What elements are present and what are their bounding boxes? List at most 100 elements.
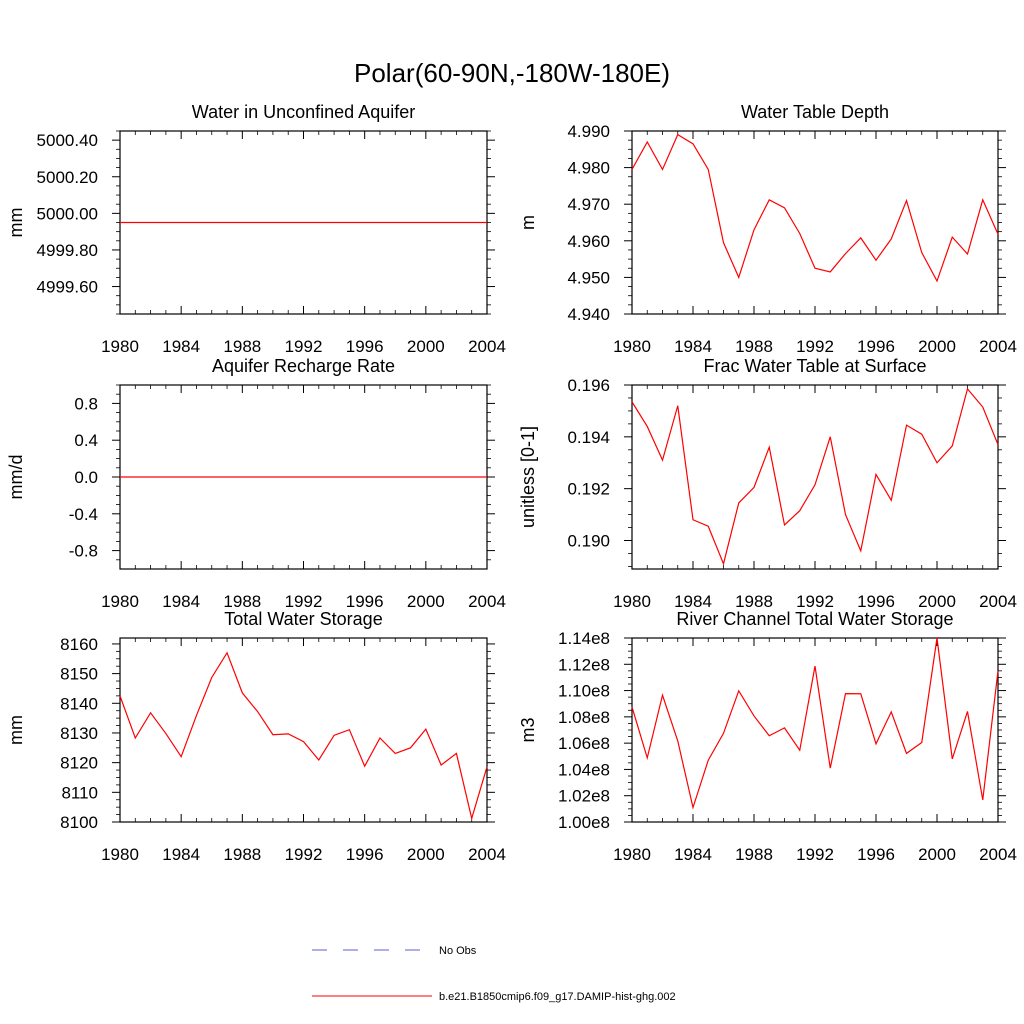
chart-panel-2: Water Table Depth m 1980 1984 1988 1992 1996 20… — [518, 102, 1017, 356]
panel-title: Water Table Depth — [741, 102, 889, 122]
y-tick-label: 4999.60 — [37, 278, 98, 297]
x-tick-label: 1984 — [674, 845, 712, 864]
x-tick-label: 2004 — [979, 592, 1017, 611]
y-axis-label: mm — [6, 208, 26, 238]
series-line — [631, 637, 999, 810]
y-tick-label: 1.08e8 — [558, 708, 610, 727]
panel-title: Aquifer Recharge Rate — [212, 356, 395, 376]
x-tick-label: 2000 — [918, 337, 956, 356]
x-tick-label: 1996 — [346, 845, 384, 864]
x-tick-label: 1984 — [674, 592, 712, 611]
x-tick-label: 2004 — [468, 337, 506, 356]
x-tick-label: 1988 — [223, 845, 261, 864]
legend-label-2: b.e21.B1850cmip6.f09_g17.DAMIP-hist-ghg.… — [439, 991, 676, 1003]
x-tick-label: 1992 — [285, 845, 323, 864]
y-tick-label: 1.10e8 — [558, 682, 610, 701]
y-tick-label: 0.190 — [567, 531, 610, 550]
y-tick-label: 0.8 — [74, 394, 98, 413]
figure-title: Polar(60-90N,-180W-180E) — [354, 58, 670, 88]
y-axis-label: m — [518, 215, 538, 230]
x-tick-label: 1992 — [285, 592, 323, 611]
y-tick-label: -0.4 — [69, 505, 98, 524]
y-tick-label: 4.950 — [567, 268, 610, 287]
x-tick-label: 1996 — [346, 592, 384, 611]
y-tick-label: 0.0 — [74, 468, 98, 487]
chart-panel-1: Water in Unconfined Aquifer mm 1980 1984 198… — [6, 102, 506, 356]
x-tick-label: 1992 — [285, 337, 323, 356]
y-tick-label: 8120 — [60, 754, 98, 773]
y-tick-label: 1.02e8 — [558, 787, 610, 806]
x-tick-label: 1996 — [857, 845, 895, 864]
y-tick-label: 4.980 — [567, 159, 610, 178]
y-tick-label: 0.4 — [74, 431, 98, 450]
y-tick-label: 8140 — [60, 694, 98, 713]
y-tick-label: 5000.40 — [37, 131, 98, 150]
y-tick-label: 1.00e8 — [558, 813, 610, 832]
x-tick-label: 2000 — [407, 592, 445, 611]
x-tick-label: 2000 — [918, 592, 956, 611]
x-tick-label: 1988 — [223, 592, 261, 611]
y-tick-label: 1.14e8 — [558, 629, 610, 648]
y-tick-label: 0.196 — [567, 376, 610, 395]
x-tick-label: 1988 — [735, 845, 773, 864]
y-tick-label: 4.960 — [567, 232, 610, 251]
x-tick-label: 2004 — [468, 592, 506, 611]
x-tick-label: 1992 — [796, 845, 834, 864]
x-tick-label: 1984 — [162, 845, 200, 864]
panel-title: Total Water Storage — [224, 609, 382, 629]
x-tick-label: 2000 — [918, 845, 956, 864]
x-tick-label: 1980 — [613, 845, 651, 864]
y-axis-label: unitless [0-1] — [518, 426, 538, 528]
y-axis-label: mm — [6, 715, 26, 745]
y-tick-label: 5000.00 — [37, 204, 98, 223]
x-tick-label: 1996 — [346, 337, 384, 356]
x-tick-label: 1988 — [735, 337, 773, 356]
legend-label-1: No Obs — [439, 945, 477, 957]
x-tick-label: 2000 — [407, 845, 445, 864]
y-tick-label: 4.970 — [567, 195, 610, 214]
y-tick-label: 8160 — [60, 635, 98, 654]
y-tick-label: 1.12e8 — [558, 655, 610, 674]
x-tick-label: 1992 — [796, 337, 834, 356]
series-line — [631, 133, 999, 283]
series-line — [119, 651, 488, 821]
x-tick-label: 1984 — [674, 337, 712, 356]
y-tick-label: 4.940 — [567, 305, 610, 324]
x-tick-label: 1988 — [223, 337, 261, 356]
x-tick-label: 1996 — [857, 337, 895, 356]
x-tick-label: 1984 — [162, 592, 200, 611]
x-tick-label: 2004 — [979, 845, 1017, 864]
y-tick-label: 8150 — [60, 665, 98, 684]
y-tick-label: 8100 — [60, 813, 98, 832]
y-tick-label: 8130 — [60, 724, 98, 743]
x-tick-label: 1980 — [613, 592, 651, 611]
y-tick-label: 4.990 — [567, 122, 610, 141]
y-tick-label: 1.04e8 — [558, 760, 610, 779]
panel-title: Water in Unconfined Aquifer — [192, 102, 415, 122]
y-tick-label: 1.06e8 — [558, 734, 610, 753]
y-tick-label: 0.192 — [567, 480, 610, 499]
x-tick-label: 1992 — [796, 592, 834, 611]
y-axis-label: mm/d — [6, 455, 26, 500]
x-tick-label: 2004 — [979, 337, 1017, 356]
x-tick-label: 1980 — [613, 337, 651, 356]
x-tick-label: 2000 — [407, 337, 445, 356]
plot-frame — [631, 637, 999, 823]
legend: No Obs b.e21.B1850cmip6.f09_g17.DAMIP-his… — [312, 945, 676, 1003]
plot-frame — [631, 130, 999, 315]
series-line — [631, 387, 999, 566]
x-tick-label: 1996 — [857, 592, 895, 611]
x-tick-label: 1980 — [101, 592, 139, 611]
panel-title: River Channel Total Water Storage — [676, 609, 953, 629]
y-tick-label: 8110 — [61, 783, 98, 802]
y-axis-label: m3 — [518, 717, 538, 742]
chart-panel-5: Total Water Storage mm 1980 1984 1988 1992 199… — [6, 609, 506, 864]
y-tick-label: 0.194 — [567, 428, 610, 447]
x-tick-label: 1984 — [162, 337, 200, 356]
x-tick-label: 1988 — [735, 592, 773, 611]
y-tick-label: -0.8 — [69, 542, 98, 561]
panel-title: Frac Water Table at Surface — [703, 356, 926, 376]
x-tick-label: 1980 — [101, 845, 139, 864]
